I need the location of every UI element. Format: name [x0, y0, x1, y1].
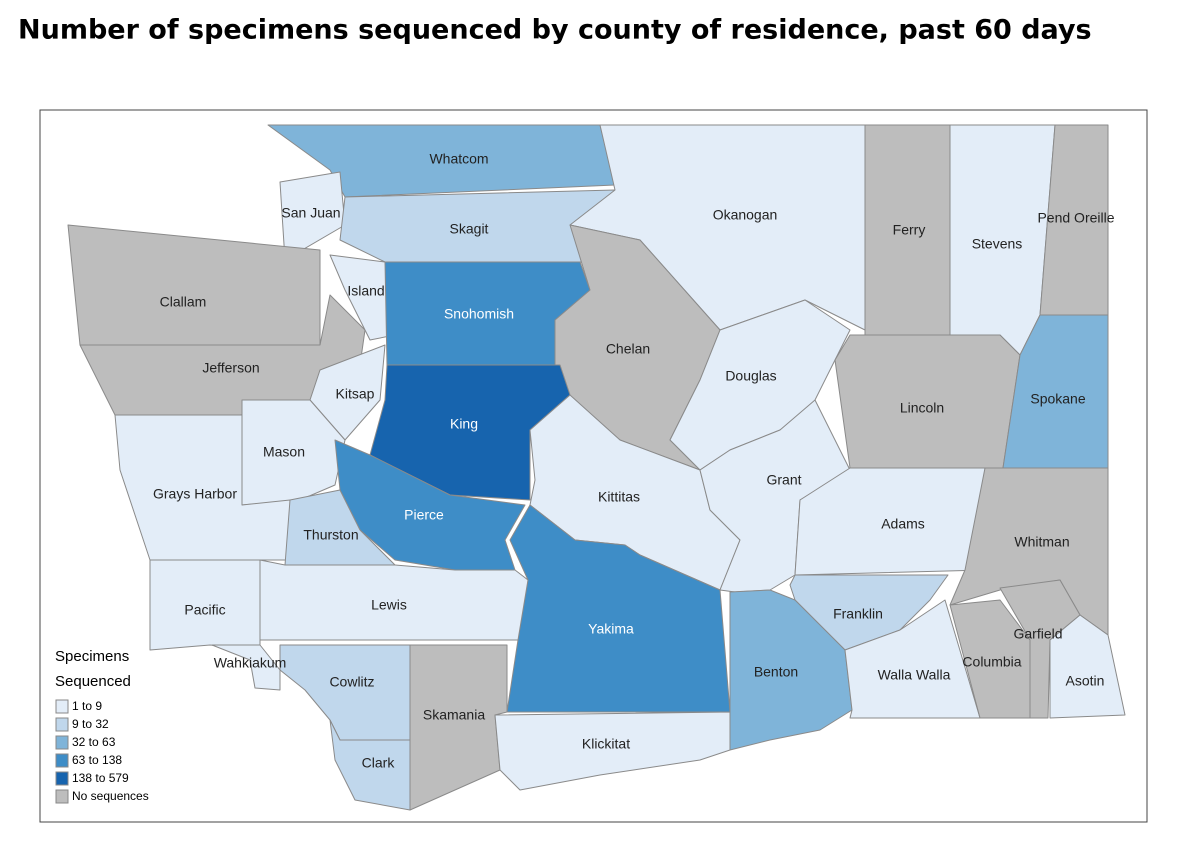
county-label: Lincoln — [900, 400, 944, 416]
legend-swatch — [55, 771, 69, 786]
county-label: Kitsap — [336, 386, 375, 402]
county-label: Asotin — [1066, 673, 1105, 689]
county-label: Grays Harbor — [153, 486, 237, 502]
county-label: Cowlitz — [329, 674, 374, 690]
county-label: Thurston — [303, 527, 358, 543]
county — [309, 344, 386, 441]
county-label: Spokane — [1030, 391, 1085, 407]
legend-title: Specimens — [55, 648, 129, 665]
county-label: Adams — [881, 516, 925, 532]
county-label: Chelan — [606, 341, 650, 357]
legend-swatch — [55, 753, 69, 768]
legend-swatch — [55, 735, 69, 750]
county-label: Clallam — [160, 294, 207, 310]
county — [329, 254, 396, 341]
county-label: Skagit — [450, 221, 489, 237]
county-label: San Juan — [281, 205, 340, 221]
county-label: Snohomish — [444, 306, 514, 322]
counties — [67, 124, 1126, 811]
county — [506, 504, 731, 713]
county-label: Yakima — [588, 621, 634, 637]
county-label: Okanogan — [713, 207, 778, 223]
county — [494, 711, 731, 791]
legend-label: 63 to 138 — [72, 753, 122, 767]
legend-swatch — [55, 717, 69, 732]
county-label: Kittitas — [598, 489, 640, 505]
county-label: Whatcom — [429, 151, 488, 167]
county — [329, 719, 411, 811]
legend-swatch — [55, 789, 69, 804]
county-label: Benton — [754, 664, 798, 680]
county-label: Garfield — [1013, 626, 1062, 642]
county-label: Douglas — [725, 368, 776, 384]
legend-label: 1 to 9 — [72, 699, 102, 713]
county-labels: Whatcom San Juan Skagit Okanogan Ferry Steven… — [153, 151, 1115, 771]
county-label: Pend Oreille — [1037, 210, 1114, 226]
legend-title: Sequenced — [55, 673, 131, 690]
county-label: Clark — [362, 755, 396, 771]
county — [999, 579, 1081, 719]
county — [267, 124, 616, 198]
legend-label: 9 to 32 — [72, 717, 109, 731]
county-label: Wahkiakum — [214, 655, 287, 671]
legend-swatch — [55, 699, 69, 714]
county-label: Lewis — [371, 597, 407, 613]
county — [369, 364, 571, 501]
county-label: Pacific — [184, 602, 225, 618]
county-label: Whitman — [1014, 534, 1069, 550]
county-label: Skamania — [423, 707, 485, 723]
county — [1049, 614, 1126, 719]
county — [211, 644, 281, 691]
county — [284, 489, 396, 566]
county-label: Island — [347, 283, 384, 299]
county-label: Franklin — [833, 606, 883, 622]
legend-label: No sequences — [72, 789, 149, 803]
county-label: Pierce — [404, 507, 444, 523]
county-label: Grant — [766, 472, 801, 488]
county — [794, 467, 986, 576]
county-label: Klickitat — [582, 736, 630, 752]
county-label: Ferry — [893, 222, 926, 238]
county-label: Jefferson — [202, 360, 259, 376]
legend-label: 32 to 63 — [72, 735, 116, 749]
title: Number of specimens sequenced by county … — [18, 15, 1092, 46]
county-label: Columbia — [962, 654, 1021, 670]
county-label: Mason — [263, 444, 305, 460]
county-label: Walla Walla — [878, 667, 951, 683]
county-label: King — [450, 416, 478, 432]
legend: Specimens Sequenced 1 to 9 9 to 32 32 to 6… — [55, 648, 149, 804]
county-label: Stevens — [972, 236, 1023, 252]
county — [259, 559, 529, 641]
legend-label: 138 to 579 — [72, 771, 129, 785]
